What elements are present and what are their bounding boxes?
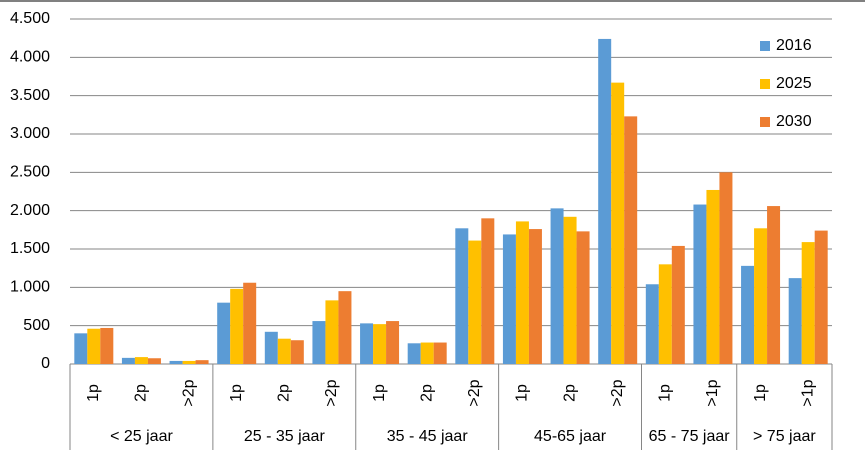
x-tick-label: 2p (276, 384, 293, 402)
bar (624, 116, 638, 364)
bar (312, 321, 326, 364)
bar (598, 38, 612, 364)
x-tick-label: 1p (371, 384, 388, 402)
bar (360, 323, 374, 364)
bar (741, 265, 755, 364)
bar (814, 230, 828, 364)
bar (754, 228, 768, 364)
bar (87, 328, 101, 364)
x-tick-label: 2p (418, 384, 435, 402)
bar (100, 327, 114, 364)
bar (671, 245, 685, 364)
x-tick-label: 1p (752, 384, 769, 402)
x-tick-label: >2p (323, 379, 340, 406)
bar (134, 357, 148, 364)
bar (576, 231, 590, 364)
bar (801, 242, 815, 364)
y-tick-label: 2.500 (10, 164, 50, 181)
bar (693, 204, 707, 364)
bar (386, 321, 400, 364)
x-tick-label: 2p (561, 384, 578, 402)
bar (550, 208, 564, 364)
bar (195, 360, 209, 364)
bar (515, 221, 529, 364)
bar (290, 340, 304, 364)
group-label: 25 - 35 jaar (244, 428, 326, 445)
bar (481, 218, 495, 364)
bar (338, 291, 352, 364)
bar (767, 206, 781, 364)
x-tick-label: 1p (514, 384, 531, 402)
group-label: 35 - 45 jaar (387, 428, 469, 445)
x-tick-label: 2p (133, 384, 150, 402)
y-tick-label: 2.000 (10, 202, 50, 219)
y-tick-label: 500 (23, 317, 50, 334)
legend-swatch (760, 41, 770, 51)
legend-label: 2030 (776, 113, 812, 130)
group-label: 65 - 75 jaar (649, 428, 731, 445)
bar (407, 343, 421, 364)
bar (147, 358, 161, 364)
y-tick-label: 0 (41, 355, 50, 372)
bar (433, 342, 447, 364)
group-label: > 75 jaar (753, 428, 816, 445)
group-label: < 25 jaar (110, 428, 173, 445)
legend-label: 2025 (776, 75, 812, 92)
bar (169, 360, 183, 364)
bar (325, 300, 339, 364)
x-tick-label: >1p (704, 379, 721, 406)
bar (719, 172, 733, 364)
bar (277, 338, 291, 364)
bar (502, 234, 516, 364)
bar (563, 216, 577, 364)
bar (528, 229, 542, 364)
bar (74, 333, 88, 364)
x-tick-label: 1p (228, 384, 245, 402)
bar (658, 264, 672, 364)
bar (243, 282, 257, 364)
x-tick-label: >2p (609, 379, 626, 406)
group-label: 45-65 jaar (534, 428, 607, 445)
bar (455, 228, 469, 364)
bar (706, 189, 720, 364)
bar (373, 324, 387, 364)
bar (468, 240, 482, 364)
x-tick-label: 1p (85, 384, 102, 402)
x-tick-label: >2p (180, 379, 197, 406)
bar (420, 342, 434, 364)
y-tick-label: 1.500 (10, 240, 50, 257)
bar (121, 357, 135, 364)
legend-label: 2016 (776, 37, 812, 54)
y-tick-label: 4.500 (10, 10, 50, 27)
y-tick-label: 3.000 (10, 125, 50, 142)
y-tick-label: 1.000 (10, 279, 50, 296)
bar (611, 82, 625, 364)
bar (788, 278, 802, 364)
bar (264, 331, 278, 364)
legend-swatch (760, 117, 770, 127)
bar (217, 302, 231, 364)
bar (645, 284, 659, 364)
bar (182, 360, 196, 364)
x-tick-label: >1p (799, 379, 816, 406)
y-tick-label: 3.500 (10, 87, 50, 104)
x-tick-label: 1p (657, 384, 674, 402)
y-tick-label: 4.000 (10, 49, 50, 66)
bar (230, 288, 244, 364)
legend-swatch (760, 79, 770, 89)
x-tick-label: >2p (466, 379, 483, 406)
